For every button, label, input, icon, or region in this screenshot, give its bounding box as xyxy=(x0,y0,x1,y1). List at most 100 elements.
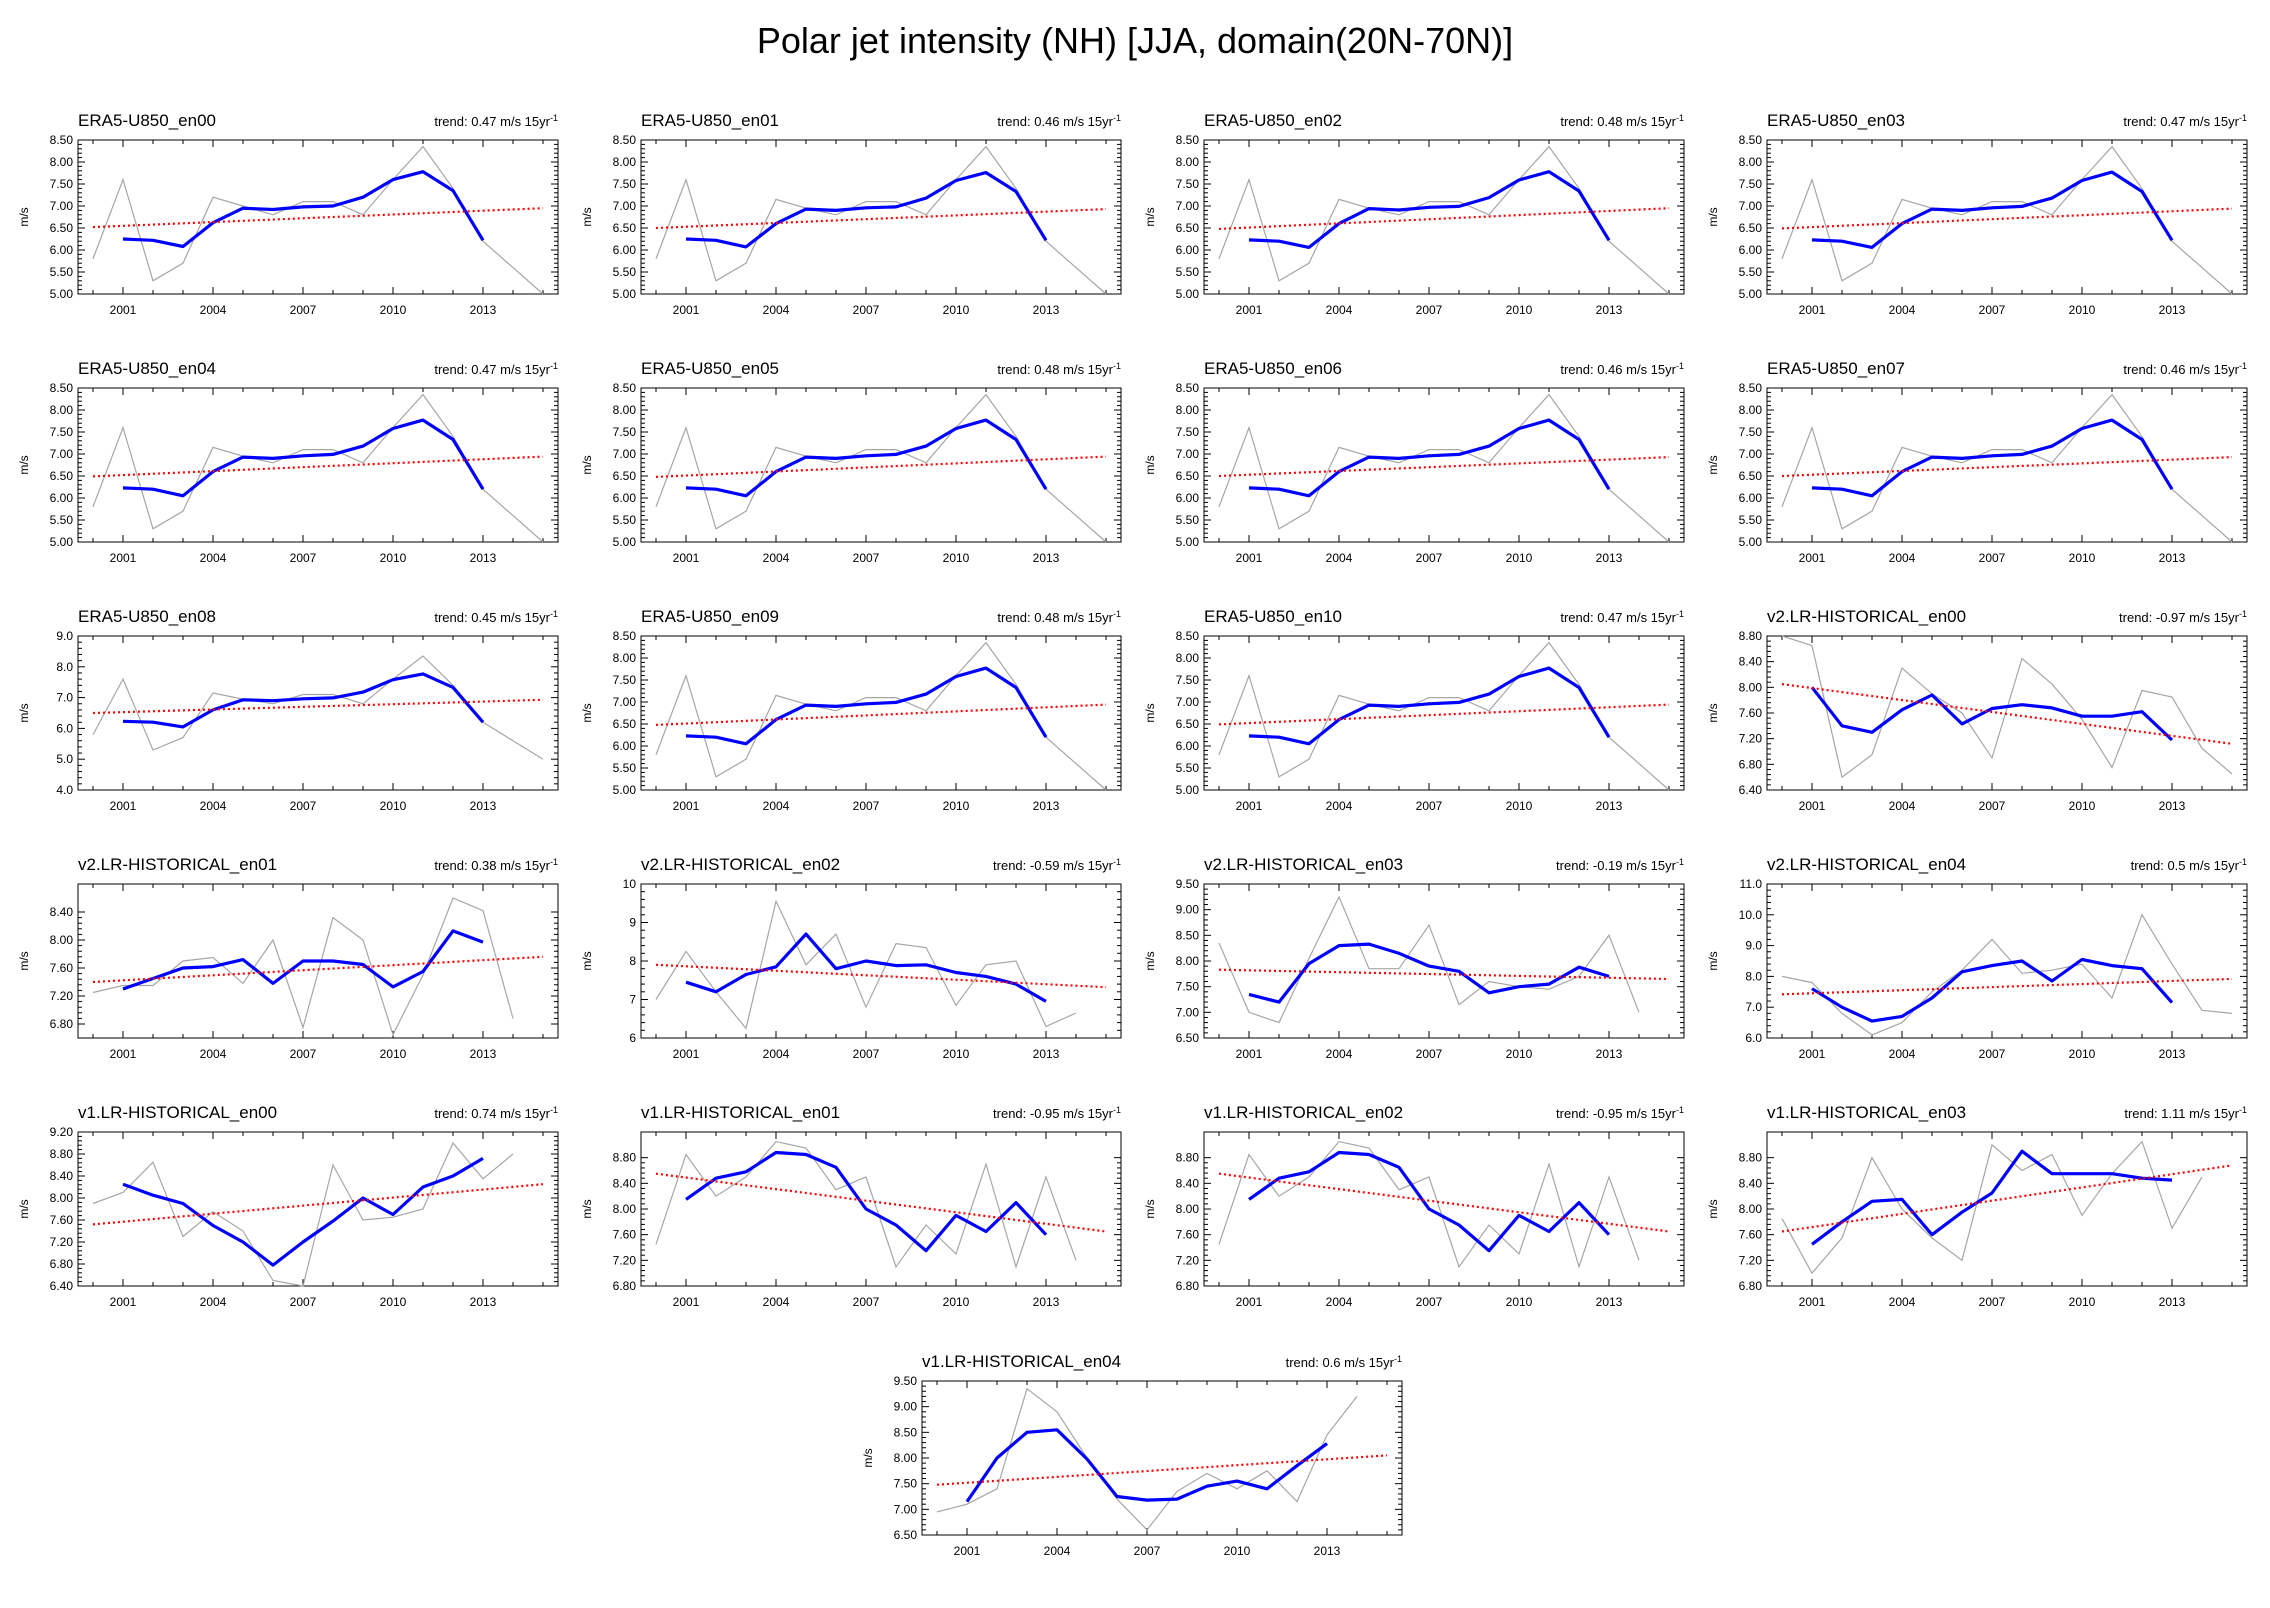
y-tick-label: 6.50 xyxy=(50,221,74,235)
plot-area: v2.LR-HISTORICAL_en04 trend: 0.5 m/s 15yr… xyxy=(1706,855,2248,1061)
y-tick-label: 6.40 xyxy=(50,1279,74,1293)
trend-unit-exponent: -1 xyxy=(1676,857,1684,867)
x-tick-label: 2004 xyxy=(200,1047,227,1061)
x-tick-label: 2013 xyxy=(2159,551,2186,565)
raw-series-line xyxy=(1781,393,2233,543)
raw-series-line xyxy=(1781,913,2233,1036)
chart-panel: v2.LR-HISTORICAL_en01 trend: 0.38 m/s 15y… xyxy=(17,844,559,1066)
x-tick-label: 2010 xyxy=(1506,551,1533,565)
y-tick-label: 8.00 xyxy=(613,403,637,417)
plot-frame xyxy=(640,883,1122,1039)
y-tick-label: 5.00 xyxy=(1739,287,1763,301)
y-tick-label: 6.50 xyxy=(613,469,637,483)
plot-area: v2.LR-HISTORICAL_en00 trend: -0.97 m/s 15… xyxy=(1706,607,2248,813)
plot-frame xyxy=(1766,883,2248,1039)
trend-series-line xyxy=(1218,456,1670,478)
smoothed-series-line xyxy=(122,170,485,249)
smoothed-series-line xyxy=(122,672,485,729)
y-tick-label: 7.60 xyxy=(50,1213,74,1227)
raw-series-line xyxy=(92,145,544,295)
y-tick-label: 5.00 xyxy=(613,287,637,301)
y-tick-label: 8.50 xyxy=(1176,381,1200,395)
trend-label: trend: 0.47 m/s 15yr-1 xyxy=(434,361,558,377)
x-tick-label: 2001 xyxy=(673,1047,700,1061)
y-tick-label: 5.50 xyxy=(50,265,74,279)
plot-frame xyxy=(640,635,1122,791)
y-axis-label: m/s xyxy=(17,1199,31,1218)
smoothed-series-line xyxy=(685,170,1048,249)
y-axis-label: m/s xyxy=(1706,703,1720,722)
y-tick-label: 6.0 xyxy=(1745,1031,1762,1045)
y-axis-label: m/s xyxy=(1143,1199,1157,1218)
x-tick-label: 2004 xyxy=(763,1295,790,1309)
chart-svg: ERA5-U850_en09 trend: 0.48 m/s 15yr-1 5.00… xyxy=(580,607,1122,813)
x-tick-label: 2007 xyxy=(1979,551,2006,565)
x-tick-label: 2010 xyxy=(1506,1047,1533,1061)
y-tick-label: 5.50 xyxy=(613,265,637,279)
y-axis-label: m/s xyxy=(580,703,594,722)
y-tick-label: 8.80 xyxy=(1739,629,1763,643)
smoothed-series-line xyxy=(1811,957,2174,1023)
plot-frame xyxy=(77,387,559,543)
y-tick-label: 8.40 xyxy=(50,905,74,919)
y-tick-label: 7.20 xyxy=(1176,1253,1200,1267)
y-tick-label: 5.50 xyxy=(1176,761,1200,775)
raw-series-line xyxy=(655,145,1107,295)
chart-panel: ERA5-U850_en06 trend: 0.46 m/s 15yr-1 5.00… xyxy=(1143,348,1685,570)
smoothed-series-line xyxy=(1811,418,2174,498)
chart-panel: v1.LR-HISTORICAL_en03 trend: 1.11 m/s 15y… xyxy=(1706,1092,2248,1314)
trend-label: trend: 0.6 m/s 15yr-1 xyxy=(1286,1354,1402,1370)
y-axis-label: m/s xyxy=(1706,1199,1720,1218)
chart-svg: v2.LR-HISTORICAL_en04 trend: 0.5 m/s 15yr… xyxy=(1706,855,2248,1061)
chart-panel: v1.LR-HISTORICAL_en04 trend: 0.6 m/s 15yr… xyxy=(861,1341,1403,1563)
x-tick-label: 2013 xyxy=(2159,303,2186,317)
y-tick-label: 6.00 xyxy=(1176,739,1200,753)
x-tick-label: 2013 xyxy=(1596,551,1623,565)
x-tick-label: 2010 xyxy=(2069,1295,2096,1309)
plot-area: ERA5-U850_en00 trend: 0.47 m/s 15yr-1 5.00… xyxy=(17,111,559,317)
y-tick-label: 5.50 xyxy=(1739,265,1763,279)
x-tick-label: 2007 xyxy=(1979,799,2006,813)
panel-title: ERA5-U850_en07 xyxy=(1767,359,1905,378)
y-axis-label: m/s xyxy=(1143,951,1157,970)
x-tick-label: 2013 xyxy=(470,1295,497,1309)
x-tick-label: 2010 xyxy=(943,1047,970,1061)
x-tick-label: 2010 xyxy=(943,303,970,317)
y-tick-label: 9.50 xyxy=(894,1374,918,1388)
trend-unit-exponent: -1 xyxy=(550,1105,558,1115)
trend-label: trend: 0.46 m/s 15yr-1 xyxy=(2123,361,2247,377)
x-tick-label: 2010 xyxy=(943,1295,970,1309)
y-tick-label: 5.00 xyxy=(1739,535,1763,549)
x-tick-label: 2001 xyxy=(110,551,137,565)
trend-unit-exponent: -1 xyxy=(2239,1105,2247,1115)
plot-area: v1.LR-HISTORICAL_en02 trend: -0.95 m/s 15… xyxy=(1143,1103,1685,1309)
plot-frame xyxy=(1203,387,1685,543)
trend-label: trend: -0.97 m/s 15yr-1 xyxy=(2119,609,2247,625)
y-tick-label: 8.00 xyxy=(1739,403,1763,417)
y-tick-label: 10.0 xyxy=(1739,908,1763,922)
x-tick-label: 2010 xyxy=(2069,303,2096,317)
x-tick-label: 2010 xyxy=(2069,799,2096,813)
x-tick-label: 2010 xyxy=(1224,1544,1251,1558)
x-tick-label: 2013 xyxy=(470,1047,497,1061)
y-tick-label: 5.00 xyxy=(1176,287,1200,301)
y-axis-label: m/s xyxy=(1706,951,1720,970)
y-tick-label: 7.50 xyxy=(894,1477,918,1491)
y-tick-label: 9.50 xyxy=(1176,877,1200,891)
chart-panel: ERA5-U850_en08 trend: 0.45 m/s 15yr-1 4.0 5… xyxy=(17,596,559,818)
panel-title: ERA5-U850_en09 xyxy=(641,607,779,626)
panel-title: ERA5-U850_en04 xyxy=(78,359,216,378)
trend-label: trend: -0.59 m/s 15yr-1 xyxy=(993,857,1121,873)
y-tick-label: 7.60 xyxy=(50,961,74,975)
y-tick-label: 7 xyxy=(629,993,636,1007)
y-tick-label: 8.50 xyxy=(1176,928,1200,942)
x-tick-label: 2007 xyxy=(1979,303,2006,317)
x-tick-label: 2013 xyxy=(470,303,497,317)
y-tick-label: 8.00 xyxy=(613,651,637,665)
y-tick-label: 5.50 xyxy=(1176,513,1200,527)
trend-unit-exponent: -1 xyxy=(2239,609,2247,619)
panel-title: v2.LR-HISTORICAL_en01 xyxy=(78,855,277,874)
x-tick-label: 2013 xyxy=(1314,1544,1341,1558)
chart-panel: v2.LR-HISTORICAL_en02 trend: -0.59 m/s 15… xyxy=(580,844,1122,1066)
y-tick-label: 8.00 xyxy=(50,403,74,417)
